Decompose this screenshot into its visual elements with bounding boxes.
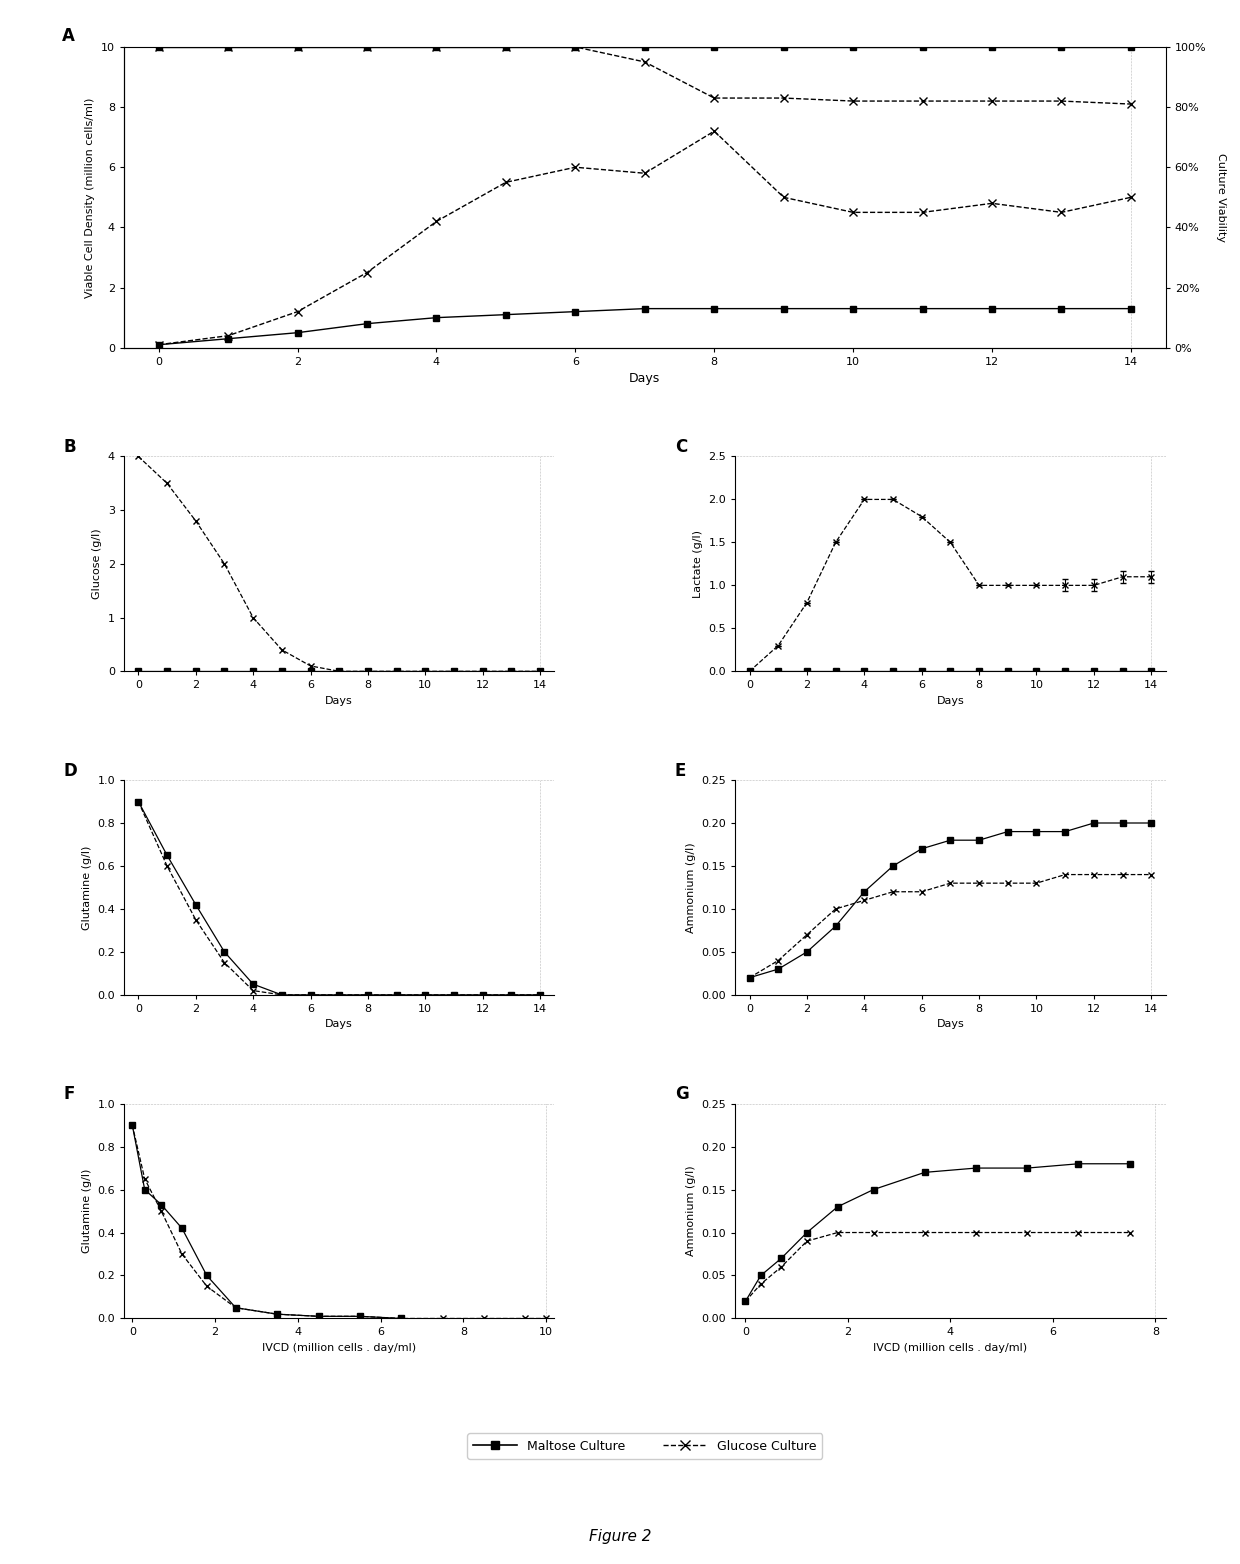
Y-axis label: Ammonium (g/l): Ammonium (g/l) [686, 1165, 696, 1256]
X-axis label: Days: Days [936, 696, 965, 705]
Y-axis label: Viable Cell Density (million cells/ml): Viable Cell Density (million cells/ml) [86, 97, 95, 297]
Y-axis label: Lactate (g/l): Lactate (g/l) [693, 530, 703, 597]
Y-axis label: Ammonium (g/l): Ammonium (g/l) [686, 841, 696, 932]
Y-axis label: Glucose (g/l): Glucose (g/l) [92, 529, 102, 599]
Y-axis label: Glutamine (g/l): Glutamine (g/l) [82, 845, 92, 929]
Text: Figure 2: Figure 2 [589, 1528, 651, 1544]
Text: A: A [62, 27, 74, 45]
Text: B: B [63, 438, 77, 457]
Y-axis label: Culture Viability: Culture Viability [1215, 153, 1225, 242]
Text: G: G [675, 1085, 688, 1103]
X-axis label: Days: Days [325, 696, 353, 705]
X-axis label: Days: Days [936, 1020, 965, 1029]
Text: C: C [675, 438, 687, 457]
Y-axis label: Glutamine (g/l): Glutamine (g/l) [82, 1168, 92, 1253]
Legend: Maltose Culture, Glucose Culture: Maltose Culture, Glucose Culture [467, 1434, 822, 1459]
X-axis label: Days: Days [325, 1020, 353, 1029]
X-axis label: IVCD (million cells . day/ml): IVCD (million cells . day/ml) [262, 1343, 417, 1353]
Text: F: F [63, 1085, 76, 1103]
Text: E: E [675, 762, 686, 780]
X-axis label: Days: Days [629, 372, 661, 385]
X-axis label: IVCD (million cells . day/ml): IVCD (million cells . day/ml) [873, 1343, 1028, 1353]
Text: D: D [63, 762, 77, 780]
